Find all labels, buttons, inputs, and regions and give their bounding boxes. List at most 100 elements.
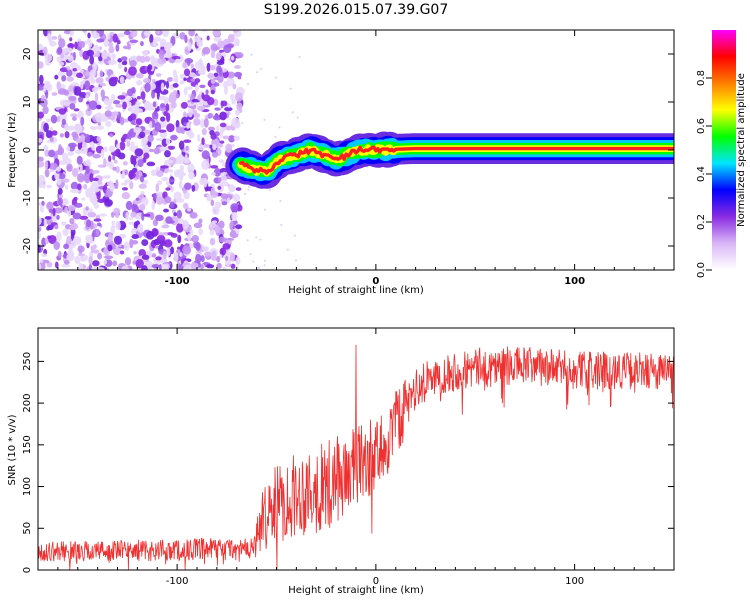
spectrogram-noise-blob [117, 62, 123, 70]
spectrogram-y-tick-label: 0 [22, 147, 33, 153]
spectrogram-noise-blob [122, 101, 127, 110]
spectrogram-noise-blob [81, 197, 86, 201]
spectrogram-noise-blob [160, 165, 169, 169]
spectrogram-x-tick-label: 100 [564, 276, 585, 287]
spectrogram-noise-blob [139, 131, 146, 139]
spectrogram-noise-blob [218, 177, 222, 183]
spectrogram-noise-blob [119, 116, 125, 126]
spectrogram-noise-blob [68, 144, 76, 152]
spectrogram-noise-blob [113, 207, 121, 215]
spectrogram-noise-blob [205, 89, 209, 95]
snr-series-line [38, 344, 674, 570]
spectrogram-noise-blob [85, 193, 92, 198]
spectrogram-y-tick-label: -20 [22, 238, 33, 254]
spectrogram-noise-blob [57, 250, 62, 259]
spectrogram-noise-blob [67, 204, 76, 212]
spectrogram-noise-blob [89, 126, 98, 130]
spectrogram-noise-blob [45, 130, 53, 139]
spectrogram-noise-blob [149, 120, 153, 129]
spectrogram-noise-blob [174, 252, 179, 263]
spectrogram-noise-blob [38, 111, 45, 119]
spectrogram-noise-blob [183, 139, 192, 144]
spectrogram-noise-blob [49, 136, 54, 142]
spectrogram-noise-blob [57, 70, 66, 77]
colorbar-tick-label: 0.4 [696, 166, 707, 182]
spectrogram-noise-blob [83, 161, 92, 167]
spectrogram-noise-blob [184, 127, 191, 131]
spectrogram-noise-blob [222, 135, 230, 140]
spectrogram-signal-track [225, 131, 674, 189]
spectrogram-noise-blob [232, 83, 237, 90]
spectrogram-noise-blob [115, 103, 124, 108]
spectrogram-noise-blob [256, 71, 259, 74]
spectrogram-noise-blob [224, 85, 228, 95]
spectrogram-noise-blob [223, 44, 232, 54]
snr-y-axis-label: SNR (10 * v/v) [7, 414, 18, 485]
spectrogram-noise-blob [46, 226, 51, 231]
spectrogram-noise-blob [193, 241, 200, 249]
spectrogram-noise-blob [167, 77, 174, 82]
spectrogram-noise-blob [224, 106, 233, 112]
spectrogram-noise-blob [74, 86, 82, 96]
spectrogram-x-axis-label: Height of straight line (km) [288, 285, 424, 296]
spectrogram-noise-blob [97, 164, 107, 168]
spectrogram-noise-blob [228, 184, 236, 193]
spectrogram-noise-blob [58, 38, 66, 49]
spectrogram-noise-blob [128, 171, 136, 179]
spectrogram-noise-blob [101, 50, 108, 60]
spectrogram-noise-blob [56, 115, 61, 123]
spectrogram-noise-blob [161, 263, 171, 270]
spectrogram-noise-blob [130, 211, 137, 218]
spectrogram-noise-blob [231, 211, 238, 222]
spectrogram-noise-blob [51, 212, 58, 222]
spectrogram-noise-blob [63, 47, 73, 53]
spectrogram-noise-blob [98, 213, 107, 217]
spectrogram-noise-blob [77, 96, 84, 103]
spectrogram-noise-blob [124, 66, 128, 73]
spectrogram-noise-blob [130, 141, 135, 147]
spectrogram-noise-blob [169, 201, 175, 209]
spectrogram-noise-blob [140, 91, 146, 100]
spectrogram-noise-blob [73, 108, 80, 112]
spectrogram-noise-blob [126, 141, 131, 147]
spectrogram-noise-blob [219, 140, 225, 144]
spectrogram-noise-blob [85, 165, 90, 174]
spectrogram-noise-blob [152, 219, 159, 227]
spectrogram-noise-blob [216, 52, 222, 60]
spectrogram-noise-blob [153, 147, 160, 155]
spectrogram-noise-blob [120, 136, 126, 143]
spectrogram-noise-blob [83, 183, 88, 190]
spectrogram-noise-blob [105, 120, 112, 127]
spectrogram-noise-blob [178, 140, 185, 150]
spectrogram-noise-blob [89, 69, 96, 78]
spectrogram-noise-blob [280, 223, 283, 226]
spectrogram-noise-blob [198, 228, 204, 235]
spectrogram-noise-blob [201, 150, 210, 160]
spectrogram-noise-blob [44, 215, 52, 220]
spectrogram-noise-blob [222, 266, 227, 270]
spectrogram-noise-blob [71, 116, 77, 121]
spectrogram-noise-blob [72, 236, 82, 245]
spectrogram-noise-blob [133, 126, 142, 134]
spectrogram-noise-blob [214, 201, 222, 209]
spectrogram-noise-blob [210, 89, 215, 95]
spectrogram-noise-blob [51, 130, 58, 136]
colorbar-tick-label: 0.2 [696, 214, 707, 230]
spectrogram-noise-blob [151, 253, 157, 258]
spectrogram-noise-blob [207, 72, 215, 79]
spectrogram-noise-blob [107, 33, 111, 40]
spectrogram-noise-blob [165, 181, 170, 186]
spectrogram-noise-blob [109, 182, 115, 192]
spectrogram-noise-blob [203, 177, 208, 188]
spectrogram-noise-blob [218, 220, 225, 229]
spectrogram-noise-blob [54, 207, 63, 214]
spectrogram-noise-blob [112, 76, 119, 82]
spectrogram-noise-blob [147, 64, 153, 71]
spectrogram-noise-blob [187, 163, 195, 173]
spectrogram-noise-blob [120, 56, 128, 61]
spectrogram-noise-blob [201, 137, 205, 146]
spectrogram-noise-blob [89, 55, 95, 65]
spectrogram-noise-blob [67, 209, 72, 217]
spectrogram-noise-blob [160, 116, 166, 122]
spectrogram-noise-blob [124, 257, 132, 266]
